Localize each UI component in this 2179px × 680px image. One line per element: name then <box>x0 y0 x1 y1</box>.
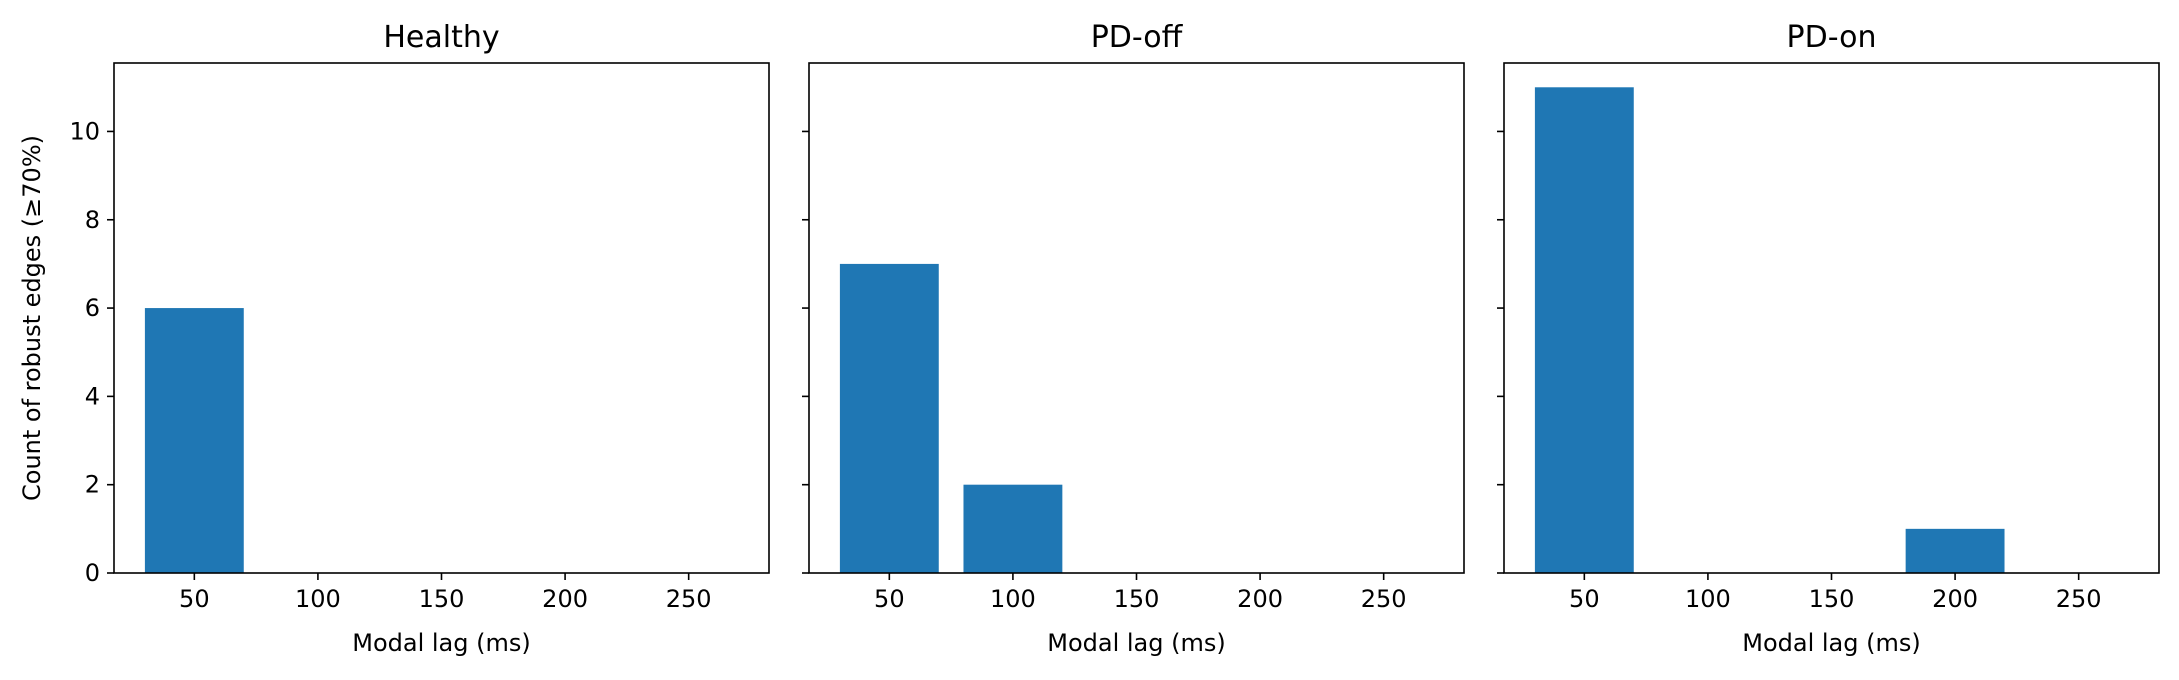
x-tick-label: 150 <box>419 585 465 613</box>
x-axis-label: Modal lag (ms) <box>1742 629 1920 657</box>
x-tick-label: 150 <box>1114 585 1160 613</box>
subplot-2: 50 100 150 200 250 PD-off Modal lag (ms) <box>802 20 1465 657</box>
y-tick-label: 8 <box>85 206 100 234</box>
y-tick-label: 4 <box>85 382 100 410</box>
x-tick-label: 100 <box>990 585 1036 613</box>
bar <box>839 263 939 573</box>
bar <box>963 484 1063 573</box>
subplot-3: 50 100 150 200 250 PD-on Modal lag (ms) <box>1497 20 2160 657</box>
y-tick-label: 0 <box>85 559 100 587</box>
y-tick-label: 6 <box>85 294 100 322</box>
x-axis-label: Modal lag (ms) <box>352 629 530 657</box>
x-tick-label: 50 <box>179 585 210 613</box>
x-tick-label: 250 <box>2056 585 2102 613</box>
bar <box>144 308 244 573</box>
subplot-panels: 50 100 150 200 250 0 2 4 6 8 10 Healthy Modal lag (m… <box>18 20 2160 657</box>
x-tick-label: 250 <box>1361 585 1407 613</box>
subplot-title: Healthy <box>383 20 499 55</box>
subplot-1: 50 100 150 200 250 0 2 4 6 8 10 Healthy Modal lag (m… <box>18 20 770 657</box>
subplot-title: PD-off <box>1091 20 1184 55</box>
bar <box>1534 87 1634 574</box>
x-tick-label: 50 <box>874 585 905 613</box>
x-axis-label: Modal lag (ms) <box>1047 629 1225 657</box>
y-axis-label: Count of robust edges (≥70%) <box>18 135 46 501</box>
x-tick-label: 250 <box>666 585 712 613</box>
subplot-title: PD-on <box>1787 20 1877 55</box>
x-tick-label: 200 <box>542 585 588 613</box>
bar <box>1905 528 2005 573</box>
x-tick-label: 100 <box>295 585 341 613</box>
x-tick-label: 50 <box>1569 585 1600 613</box>
x-tick-label: 200 <box>1237 585 1283 613</box>
y-tick-label: 10 <box>69 117 100 145</box>
x-tick-label: 200 <box>1932 585 1978 613</box>
x-tick-label: 100 <box>1685 585 1731 613</box>
y-tick-label: 2 <box>85 471 100 499</box>
x-tick-label: 150 <box>1809 585 1855 613</box>
